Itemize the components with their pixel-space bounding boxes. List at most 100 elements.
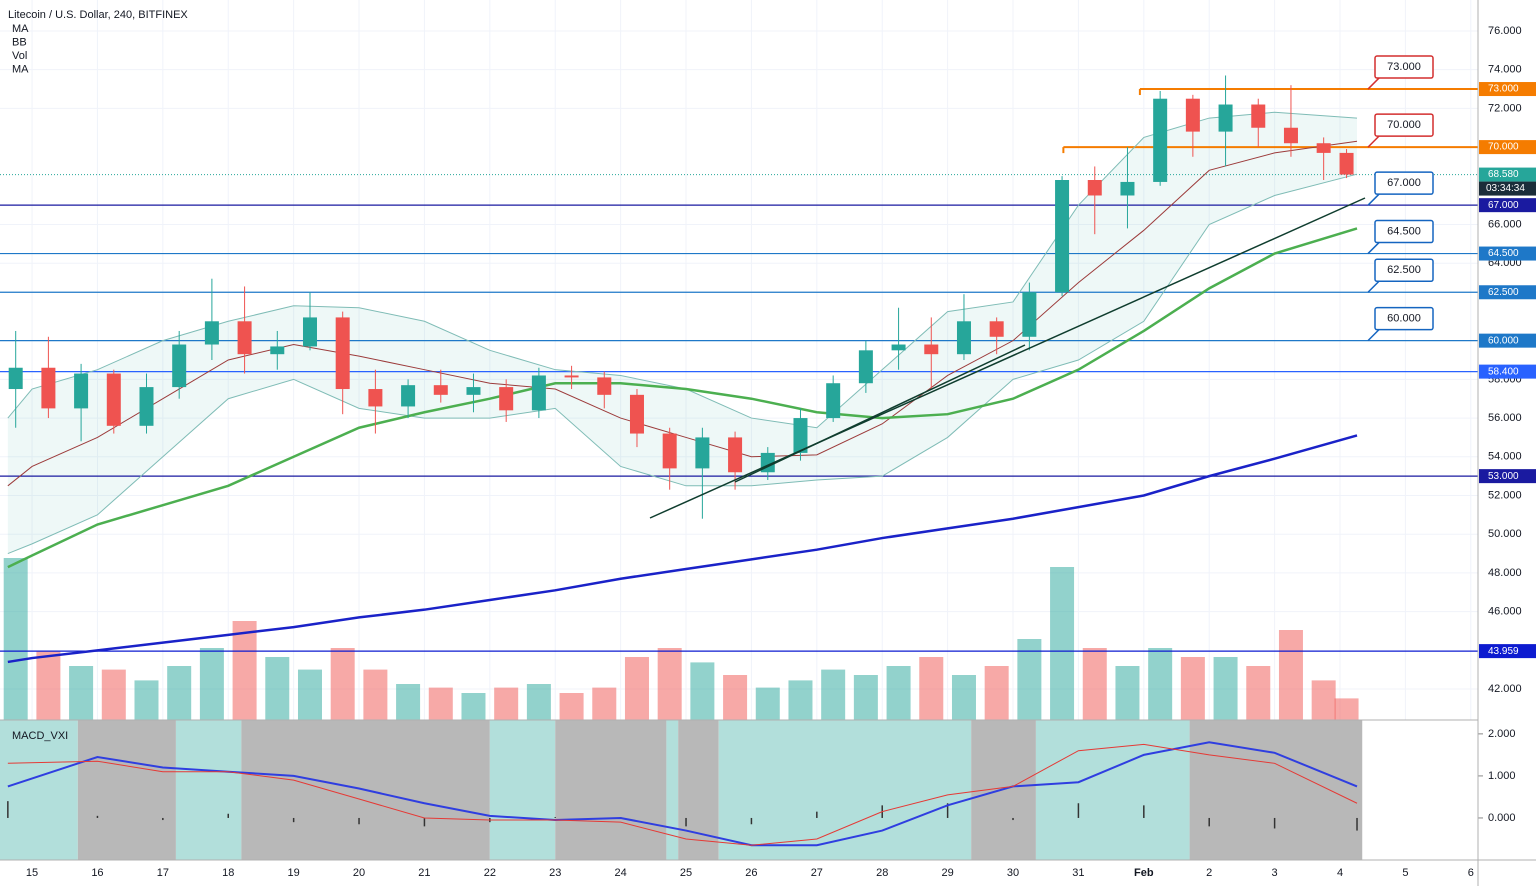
callout-box bbox=[1374, 306, 1434, 331]
volume-bar bbox=[167, 666, 192, 720]
volume-bar bbox=[592, 687, 617, 720]
bb-basis bbox=[7, 140, 1358, 487]
y-tick-label: 54.000 bbox=[1488, 451, 1522, 463]
y-tick-label: 52.000 bbox=[1488, 489, 1522, 501]
volume-bar bbox=[526, 684, 551, 720]
price-tag-label: 58.400 bbox=[1488, 366, 1519, 377]
callout-label: 60.000 bbox=[1387, 313, 1421, 325]
callout-pointer bbox=[1367, 77, 1380, 90]
y-tick-label: 56.000 bbox=[1488, 412, 1522, 424]
price-tag bbox=[1479, 333, 1536, 348]
x-tick-label: 19 bbox=[288, 867, 300, 879]
price-tag-label: 70.000 bbox=[1488, 142, 1519, 153]
volume-bar bbox=[821, 669, 846, 720]
price-tag bbox=[1479, 644, 1536, 659]
x-tick-label: 23 bbox=[549, 867, 561, 879]
candle-body bbox=[466, 387, 481, 395]
y-tick-label: 66.000 bbox=[1488, 218, 1522, 230]
price-tag-label: 64.500 bbox=[1488, 248, 1519, 259]
symbol-title: Litecoin / U.S. Dollar, 240, BITFINEX bbox=[8, 9, 188, 21]
y-tick-label: 42.000 bbox=[1488, 683, 1522, 695]
x-tick-label: 4 bbox=[1337, 867, 1343, 879]
price-tag bbox=[1479, 364, 1536, 379]
bb-band bbox=[7, 111, 1358, 429]
price-tag bbox=[1479, 285, 1536, 300]
bb-band bbox=[7, 173, 1358, 555]
state-band bbox=[555, 720, 667, 860]
candle-body bbox=[237, 321, 252, 355]
candle-body bbox=[433, 385, 448, 395]
candle-body bbox=[8, 367, 23, 390]
candle-body bbox=[302, 317, 317, 347]
indicator-label: Vol bbox=[12, 50, 27, 62]
y-tick-label: 72.000 bbox=[1488, 102, 1522, 114]
state-band bbox=[0, 720, 78, 860]
callout-label: 64.500 bbox=[1387, 225, 1421, 237]
state-band bbox=[666, 720, 679, 860]
price-tag bbox=[1479, 198, 1536, 213]
volume-bar bbox=[1311, 680, 1336, 720]
volume-bar bbox=[69, 666, 94, 720]
state-band bbox=[1189, 720, 1363, 860]
volume-bar bbox=[723, 675, 748, 720]
x-tick-label: 26 bbox=[745, 867, 757, 879]
y2-tick-label: 1.000 bbox=[1488, 770, 1516, 782]
callout-box bbox=[1374, 113, 1434, 137]
x-tick-label: 3 bbox=[1272, 867, 1278, 879]
x-tick-label: 22 bbox=[484, 867, 496, 879]
trend-line bbox=[734, 344, 1026, 483]
x-tick-label: 27 bbox=[811, 867, 823, 879]
y2-tick-label: 2.000 bbox=[1488, 728, 1516, 740]
volume-bar bbox=[788, 680, 813, 720]
volume-bar bbox=[1278, 630, 1303, 720]
price-tag-label: 67.000 bbox=[1488, 200, 1519, 211]
candle-body bbox=[1218, 104, 1233, 132]
candle-body bbox=[270, 346, 285, 355]
candle-body bbox=[1251, 104, 1266, 128]
y-tick-label: 48.000 bbox=[1488, 567, 1522, 579]
candle-body bbox=[597, 377, 612, 395]
moving-average bbox=[7, 227, 1358, 569]
candle-body bbox=[564, 375, 579, 378]
candle-body bbox=[1022, 292, 1037, 337]
candle-body bbox=[1283, 127, 1298, 144]
volume-bar bbox=[886, 666, 911, 720]
volume-bar bbox=[134, 680, 159, 720]
volume-bar bbox=[1115, 666, 1140, 720]
price-tag bbox=[1479, 246, 1536, 261]
volume-bar bbox=[559, 693, 584, 720]
candle-body bbox=[1087, 180, 1102, 196]
state-band bbox=[489, 720, 556, 860]
state-band bbox=[175, 720, 242, 860]
candle-body bbox=[826, 383, 841, 419]
candle-body bbox=[1120, 181, 1135, 196]
volume-bar bbox=[1334, 698, 1359, 720]
price-tag-label: 73.000 bbox=[1488, 84, 1519, 95]
y-tick-label: 46.000 bbox=[1488, 606, 1522, 618]
volume-bar bbox=[461, 693, 486, 720]
volume-bar bbox=[494, 687, 519, 720]
volume-bar bbox=[919, 657, 944, 720]
price-tag bbox=[1479, 82, 1536, 97]
candle-body bbox=[172, 344, 187, 388]
y-tick-label: 74.000 bbox=[1488, 64, 1522, 76]
candle-body bbox=[891, 344, 906, 351]
callout-pointer bbox=[1367, 329, 1380, 342]
candle-body bbox=[499, 387, 514, 411]
candle-body bbox=[204, 321, 219, 345]
candle-body bbox=[989, 321, 1004, 337]
countdown-label: 03:34:34 bbox=[1486, 183, 1525, 194]
macd-line bbox=[7, 741, 1358, 847]
last-price-tag bbox=[1479, 167, 1536, 182]
volume-bar bbox=[36, 651, 61, 720]
macd-title: MACD_VXI bbox=[12, 730, 68, 742]
x-tick-label: 20 bbox=[353, 867, 365, 879]
price-tag-label: 43.959 bbox=[1488, 646, 1519, 657]
volume-bar bbox=[363, 669, 388, 720]
volume-bar bbox=[951, 675, 976, 720]
volume-bar bbox=[1148, 648, 1173, 720]
x-tick-label: 30 bbox=[1007, 867, 1019, 879]
callout-box bbox=[1374, 258, 1434, 283]
candle-body bbox=[1316, 143, 1331, 153]
